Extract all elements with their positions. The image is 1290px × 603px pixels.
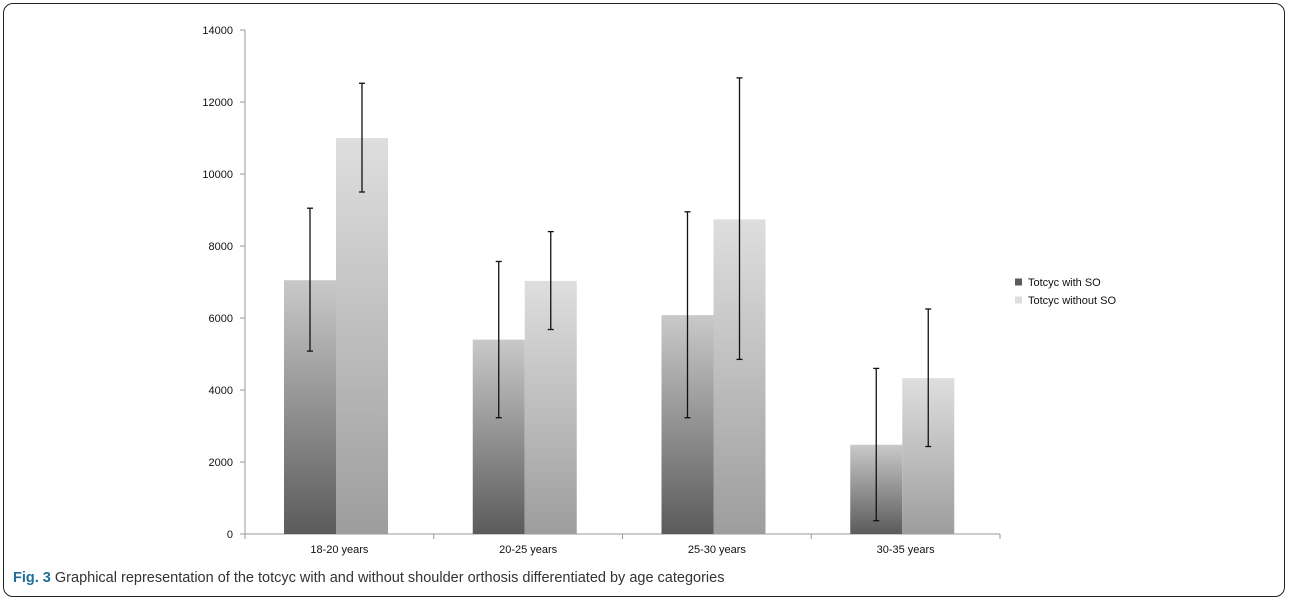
legend-swatch-1 [1015, 296, 1022, 304]
figure-frame [3, 3, 1285, 597]
y-tick-label: 12000 [202, 97, 233, 109]
figure-caption-text: Graphical representation of the totcyc w… [50, 570, 725, 586]
x-tick-label: 30-35 years [877, 544, 936, 556]
y-tick-label: 2000 [209, 457, 233, 469]
legend-swatch-0 [1015, 278, 1022, 286]
y-tick-label: 14000 [202, 25, 233, 37]
bar-series1-0 [336, 138, 388, 534]
chart-bars [284, 138, 955, 535]
figure-caption: Fig. 3 Graphical representation of the t… [13, 570, 724, 586]
legend-label-0: Totcyc with SO [1028, 277, 1101, 289]
x-tick-label: 25-30 years [688, 544, 747, 556]
y-tick-label: 8000 [209, 241, 233, 253]
chart-error-bars [307, 77, 932, 522]
x-tick-label: 18-20 years [310, 544, 369, 556]
y-tick-label: 0 [227, 529, 233, 541]
y-tick-label: 6000 [209, 313, 233, 325]
figure-caption-label: Fig. 3 [13, 570, 51, 586]
y-tick-label: 10000 [202, 169, 233, 181]
chart-legend: Totcyc with SO Totcyc without SO [1015, 277, 1116, 307]
y-tick-label: 4000 [209, 385, 233, 397]
x-tick-label: 20-25 years [499, 544, 558, 556]
legend-label-1: Totcyc without SO [1028, 295, 1116, 307]
